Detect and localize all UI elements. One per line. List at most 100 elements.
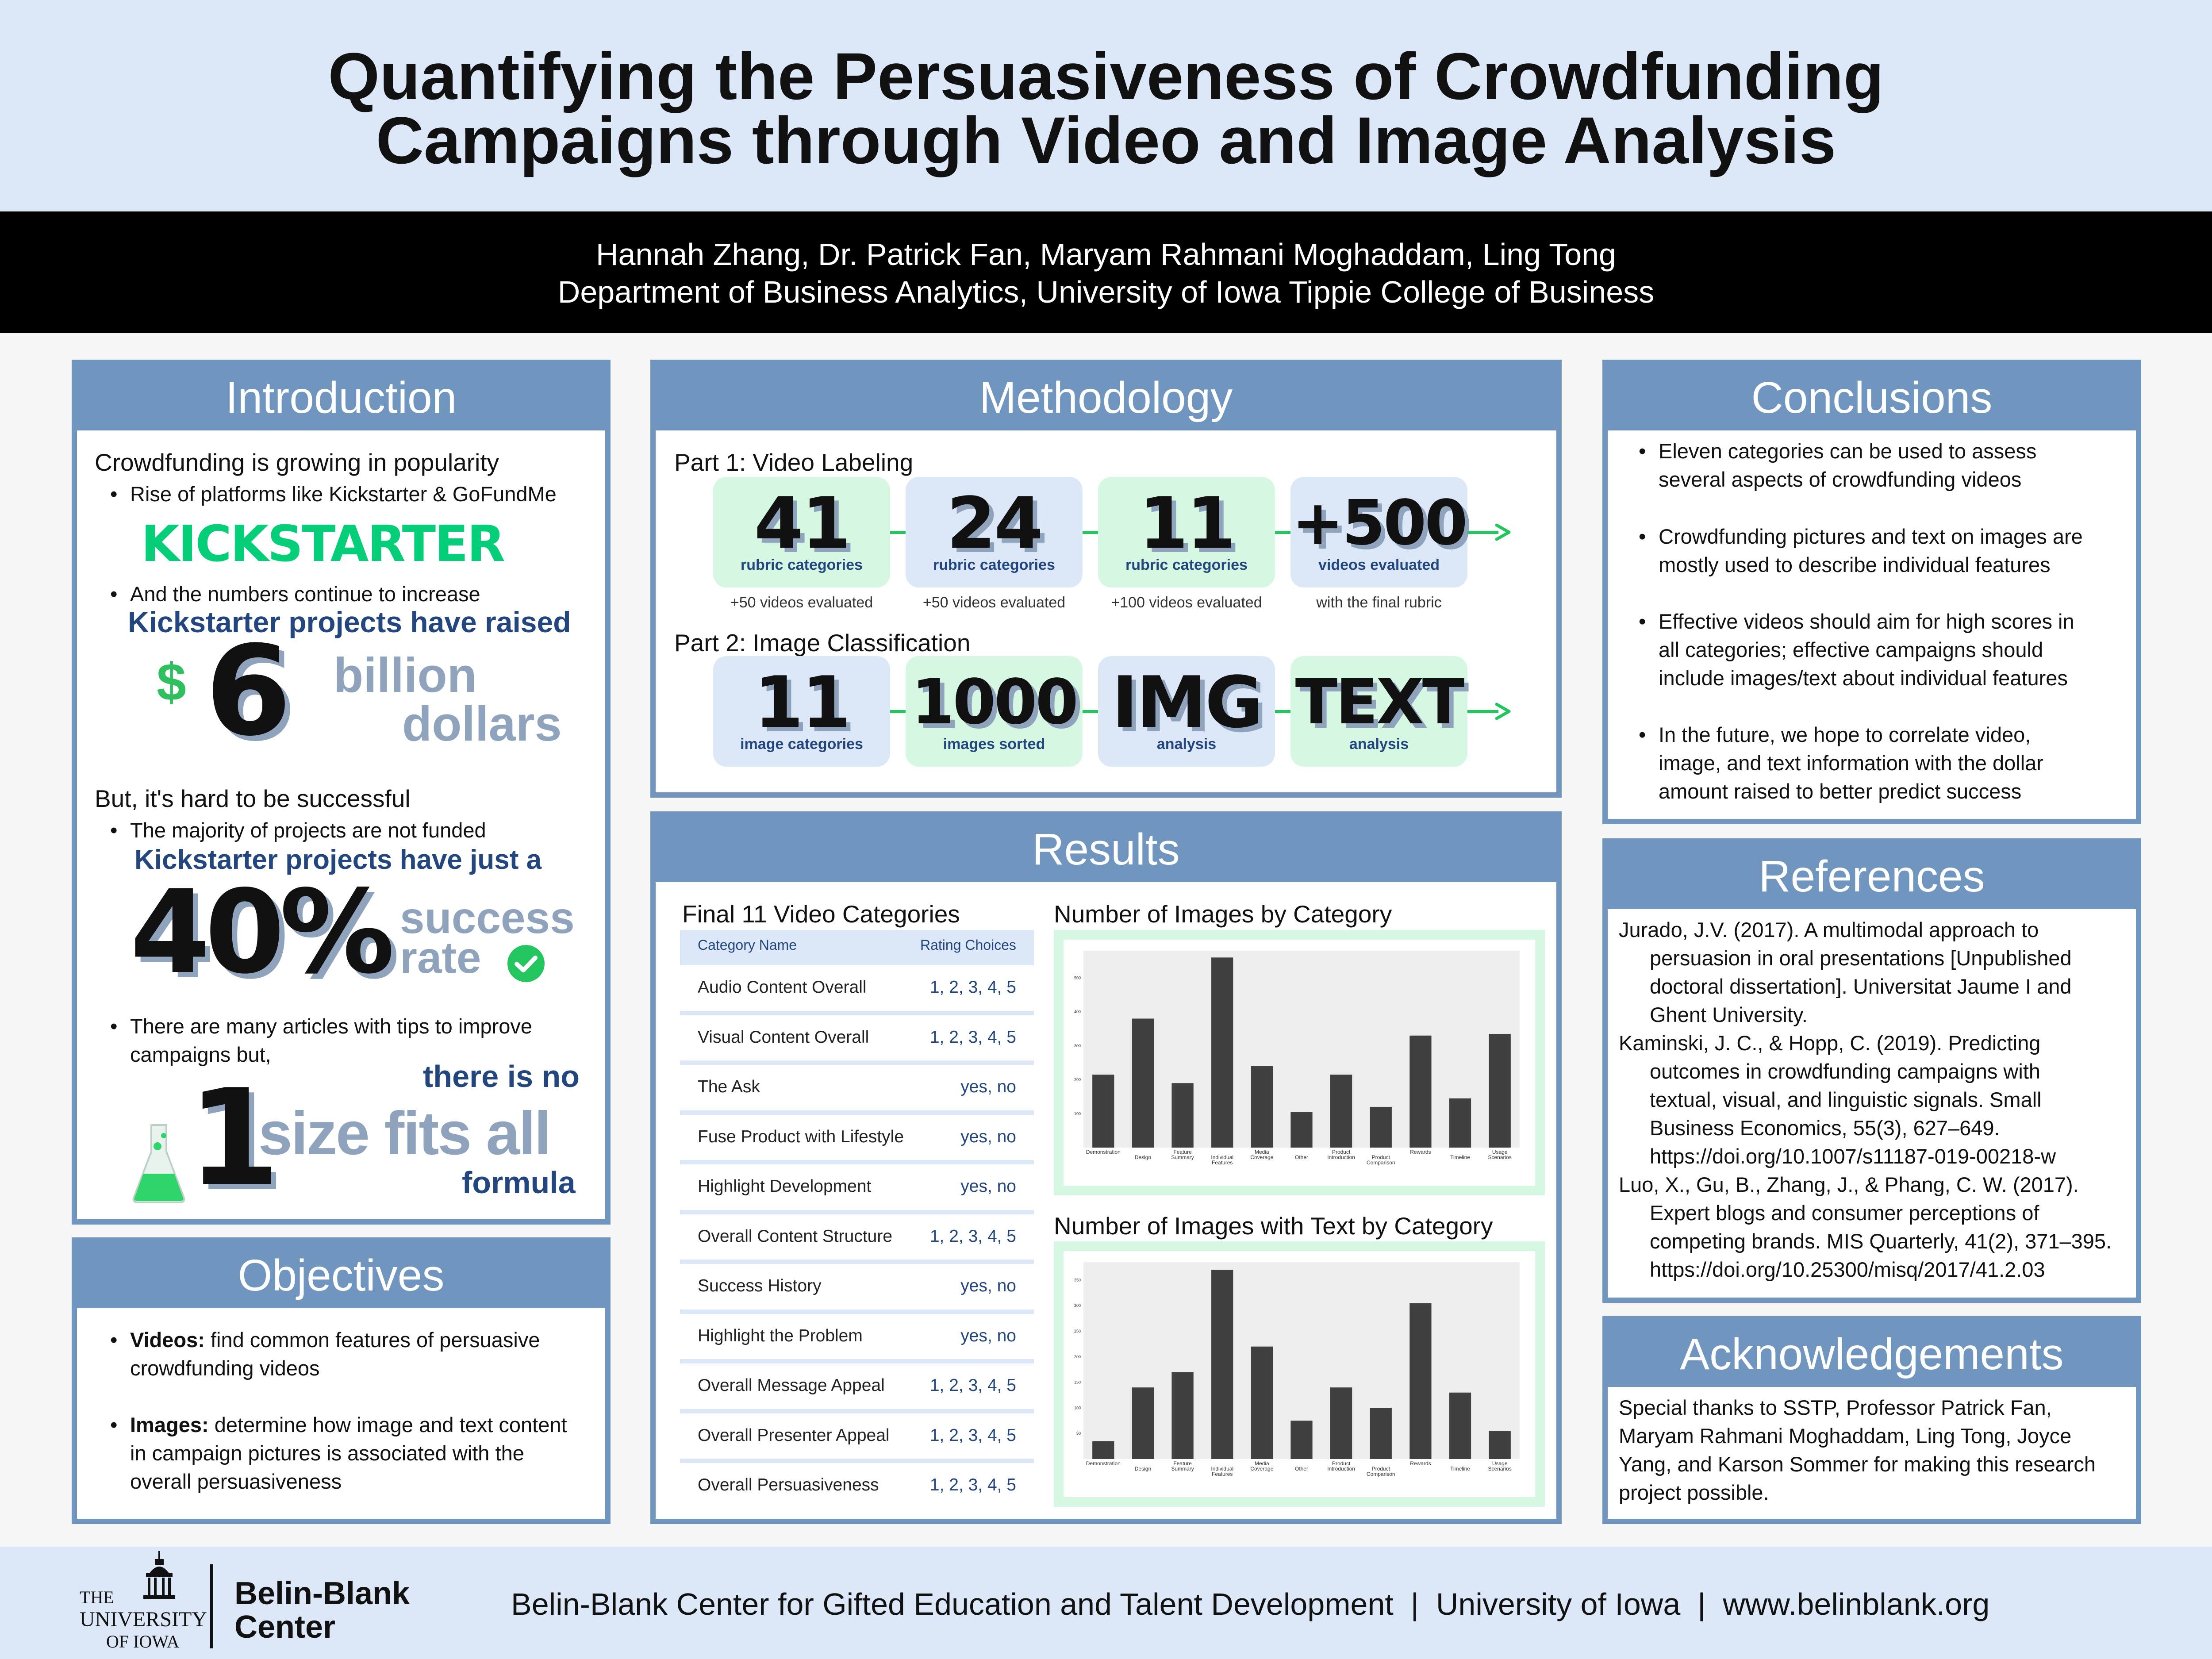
- conclusion-item: Crowdfunding pictures and text on images…: [1639, 522, 2083, 579]
- connector-line: [1275, 531, 1290, 534]
- raised-caption: Kickstarter projects have raised: [128, 606, 571, 638]
- dollar-sign: $: [157, 653, 186, 712]
- success-caption: Kickstarter projects have just a: [134, 845, 542, 875]
- conclusions-heading: Conclusions: [1608, 365, 2136, 430]
- method-card-label: image categories: [740, 736, 863, 753]
- col-header-choices: Rating Choices: [920, 937, 1016, 953]
- rating-choices: 1, 2, 3, 4, 5: [929, 1425, 1016, 1445]
- rating-choices: 1, 2, 3, 4, 5: [929, 1475, 1016, 1494]
- chart2-title: Number of Images with Text by Category: [1054, 1212, 1493, 1240]
- x-tick-label: Product Comparison: [1367, 1466, 1395, 1477]
- reference-line: textual, visual, and linguistic signals.…: [1650, 1088, 2042, 1111]
- bar: [1489, 1431, 1511, 1459]
- category-name: Overall Content Structure: [698, 1226, 893, 1246]
- connector-line: [1083, 710, 1098, 713]
- bar: [1449, 1392, 1471, 1459]
- chart-images-with-text-by-category: 50 100 150 200 250 300 350 Demonstration Design F…: [1074, 1262, 1520, 1477]
- methodology-panel: Methodology Part 1: Video Labeling Part …: [650, 360, 1562, 798]
- table-row: Fuse Product with Lifestyle yes, no: [680, 1114, 1034, 1160]
- bar: [1489, 1033, 1511, 1148]
- arrow-right-icon: [1495, 703, 1511, 720]
- raised-value: 6: [205, 619, 292, 764]
- uiowa-the: THE: [80, 1587, 114, 1607]
- method-card: 11 image categories: [713, 656, 890, 767]
- connector-line: [1275, 710, 1290, 713]
- x-tick-label: Rewards: [1410, 1149, 1431, 1155]
- objective-videos: Videos: find common features of persuasi…: [110, 1326, 540, 1382]
- method-card-value: +500: [1292, 487, 1468, 559]
- category-name: Overall Persuasiveness: [698, 1475, 879, 1494]
- y-tick-label: 350: [1074, 1278, 1081, 1282]
- category-name: Success History: [698, 1276, 822, 1295]
- y-tick-label: 100: [1074, 1111, 1081, 1116]
- connector-line: [1083, 531, 1098, 534]
- checkmark-icon: [507, 945, 545, 982]
- footer: THE UNIVERSITY OF IOWA Belin-Blank Cente…: [0, 1547, 2212, 1659]
- objective-images-label: Images:: [130, 1413, 209, 1436]
- method-card-label: rubric categories: [1125, 557, 1248, 573]
- title-line-2: Campaigns through Video and Image Analys…: [376, 103, 1836, 177]
- acknowledgements-panel: Acknowledgements Special thanks to SSTP,…: [1602, 1316, 2141, 1524]
- poster-title: Quantifying the Persuasiveness of Crowdf…: [0, 43, 2212, 177]
- objective-images-line-1: determine how image and text content: [208, 1413, 567, 1436]
- connector-line: [890, 710, 906, 713]
- conclusion-item: Eleven categories can be used to assess s…: [1639, 437, 2037, 494]
- reference-line: Kaminski, J. C., & Hopp, C. (2019). Pred…: [1619, 1031, 2041, 1055]
- method-card-value: 1000: [911, 666, 1079, 738]
- intro-bullet-1: Rise of platforms like Kickstarter & GoF…: [110, 480, 557, 508]
- bar: [1449, 1098, 1471, 1148]
- x-tick-label: Individual Features: [1211, 1154, 1233, 1166]
- x-tick-label: Media Coverage: [1250, 1149, 1273, 1160]
- intro-bullet-4-line-1: There are many articles with tips to imp…: [130, 1014, 532, 1038]
- intro-sub-1: Crowdfunding is growing in popularity: [95, 449, 499, 476]
- bar: [1370, 1408, 1392, 1459]
- y-tick-label: 300: [1074, 1044, 1081, 1048]
- bar: [1370, 1106, 1392, 1148]
- connector-line: [1467, 531, 1498, 534]
- bar: [1092, 1441, 1114, 1459]
- bar: [1330, 1387, 1352, 1459]
- department: Department of Business Analytics, Univer…: [557, 275, 1655, 309]
- table-row: Overall Message Appeal 1, 2, 3, 4, 5: [680, 1363, 1034, 1409]
- y-tick-label: 200: [1074, 1078, 1081, 1082]
- category-name: The Ask: [698, 1077, 760, 1096]
- acknowledgement-line: Yang, and Karson Sommer for making this …: [1619, 1452, 2096, 1476]
- objective-videos-line-1: find common features of persuasive: [204, 1328, 540, 1352]
- reference-line: Luo, X., Gu, B., Zhang, J., & Phang, C. …: [1619, 1173, 2079, 1196]
- reference-line: outcomes in crowdfunding campaigns with: [1650, 1060, 2041, 1083]
- bar: [1251, 1066, 1273, 1148]
- acknowledgement-line: project possible.: [1619, 1481, 1769, 1504]
- category-name: Overall Message Appeal: [698, 1376, 885, 1395]
- table-row: Highlight the Problem yes, no: [680, 1313, 1034, 1359]
- conclusion-item: In the future, we hope to correlate vide…: [1639, 721, 2043, 806]
- rating-choices: yes, no: [960, 1276, 1016, 1295]
- title-band: [0, 0, 2212, 211]
- category-name: Highlight the Problem: [698, 1326, 863, 1345]
- reference-line: Ghent University.: [1650, 1003, 1808, 1026]
- acknowledgement-line: Special thanks to SSTP, Professor Patric…: [1619, 1396, 2052, 1419]
- acknowledgement-text: Special thanks to SSTP, Professor Patric…: [1619, 1394, 2096, 1507]
- y-tick-label: 200: [1074, 1355, 1081, 1359]
- reference-line: Expert blogs and consumer perceptions of: [1650, 1201, 2039, 1225]
- reference-line: Business Economics, 55(3), 627–649.: [1650, 1116, 2000, 1140]
- y-tick-label: 300: [1074, 1303, 1081, 1308]
- table-row: Overall Presenter Appeal 1, 2, 3, 4, 5: [680, 1413, 1034, 1459]
- references-panel: References Jurado, J.V. (2017). A multim…: [1602, 838, 2141, 1303]
- method-card-note: +50 videos evaluated: [730, 594, 873, 611]
- y-tick-label: 500: [1074, 975, 1081, 980]
- conclusion-line: several aspects of crowdfunding videos: [1659, 468, 2022, 491]
- rating-choices: yes, no: [960, 1077, 1016, 1096]
- rating-choices: yes, no: [960, 1177, 1016, 1196]
- y-tick-label: 50: [1076, 1431, 1081, 1436]
- conclusion-line: Eleven categories can be used to assess: [1659, 439, 2037, 463]
- results-heading: Results: [656, 817, 1556, 882]
- chart-images-by-category: 100 200 300 400 500 Demonstration Design Featur…: [1074, 951, 1520, 1166]
- table-row: Visual Content Overall 1, 2, 3, 4, 5: [680, 1015, 1034, 1060]
- uiowa-university: UNIVERSITY: [80, 1608, 207, 1631]
- x-tick-label: Usage Scenarios: [1488, 1149, 1511, 1160]
- method-card-label: rubric categories: [741, 557, 863, 573]
- bar: [1290, 1421, 1313, 1459]
- old-capitol-icon: [143, 1551, 175, 1599]
- y-tick-label: 400: [1074, 1010, 1081, 1014]
- objectives-panel: Objectives Videos: find common features …: [72, 1237, 611, 1524]
